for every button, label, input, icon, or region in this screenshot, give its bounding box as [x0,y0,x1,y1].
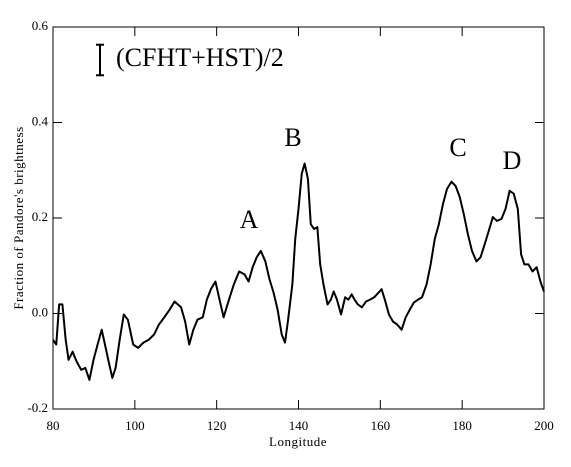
y-tick-label: 0.0 [32,304,48,319]
annotation: D [503,146,522,175]
x-tick-label: 80 [47,418,60,433]
x-tick-label: 140 [289,418,309,433]
y-tick-label: 0.2 [32,209,48,224]
y-tick-label: 0.6 [32,18,49,33]
x-tick-label: 120 [207,418,227,433]
x-tick-label: 100 [125,418,145,433]
legend-label: (CFHT+HST)/2 [116,43,284,72]
x-tick-label: 180 [452,418,472,433]
annotation: A [240,205,259,234]
x-tick-label: 200 [534,418,554,433]
x-tick-label: 160 [371,418,391,433]
y-axis-label: Fraction of Pandore's brightness [11,126,26,309]
y-tick-label: -0.2 [27,400,48,415]
annotation: B [284,123,301,152]
y-tick-label: 0.4 [32,113,49,128]
data-line [52,162,545,381]
x-axis-label: Longitude [269,434,327,449]
annotation: C [449,133,466,162]
